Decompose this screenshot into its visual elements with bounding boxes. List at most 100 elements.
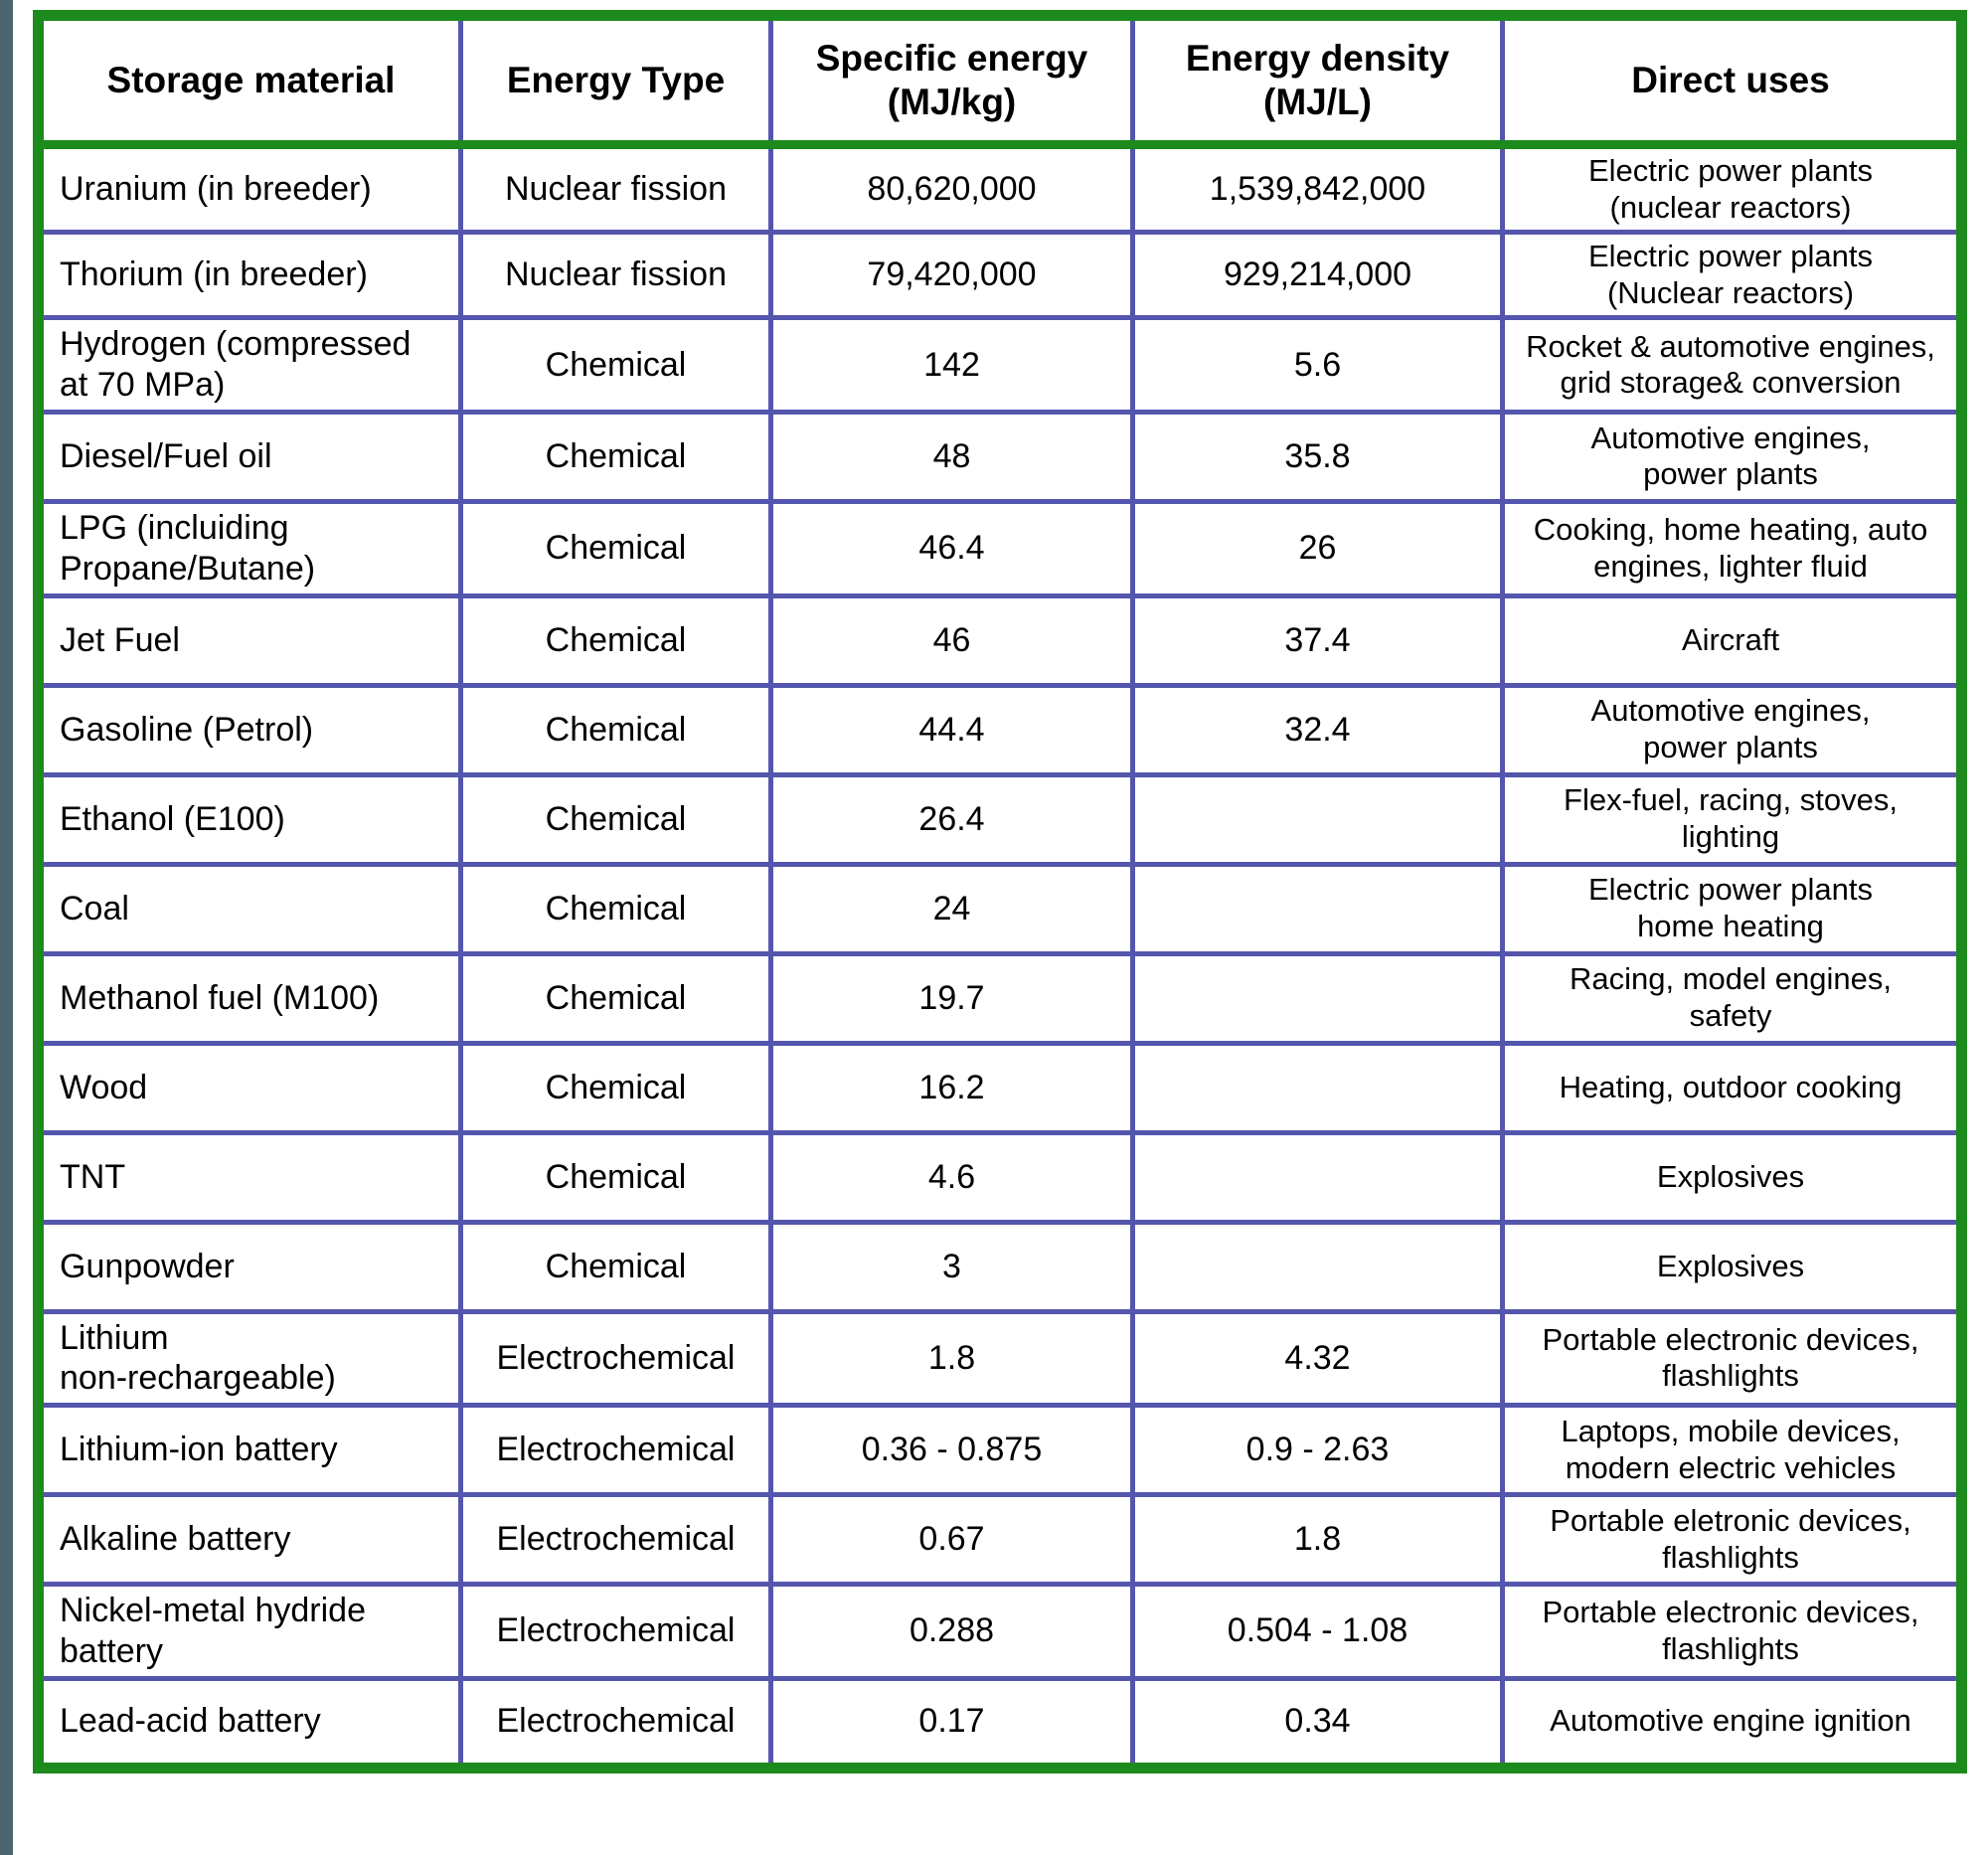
cell-direct-uses: Automotive engine ignition bbox=[1500, 1675, 1964, 1771]
cell-energy-type: Chemical bbox=[458, 861, 773, 956]
cell-energy-type: Chemical bbox=[458, 1040, 773, 1135]
cell-storage-material: Thorium (in breeder) bbox=[36, 230, 463, 321]
cell-energy-density: 32.4 bbox=[1130, 682, 1505, 777]
cell-energy-type: Electrochemical bbox=[458, 1492, 773, 1588]
cell-specific-energy: 0.17 bbox=[768, 1675, 1135, 1771]
cell-direct-uses: Laptops, mobile devices, modern electric… bbox=[1500, 1403, 1964, 1498]
cell-energy-density: 0.504 - 1.08 bbox=[1130, 1582, 1505, 1681]
table-row-lithium-ion: Lithium-ion battery Electrochemical 0.36… bbox=[36, 1403, 1964, 1498]
cell-energy-density: 37.4 bbox=[1130, 592, 1505, 688]
table-row-diesel: Diesel/Fuel oil Chemical 48 35.8 Automot… bbox=[36, 409, 1964, 504]
cell-storage-material: Nickel-metal hydride battery bbox=[36, 1582, 463, 1681]
cell-energy-type: Chemical bbox=[458, 950, 773, 1046]
cell-direct-uses: Portable electronic devices, flashlights bbox=[1500, 1308, 1964, 1409]
cell-energy-density: 0.9 - 2.63 bbox=[1130, 1403, 1505, 1498]
energy-storage-table: Storage material Energy Type Specific en… bbox=[33, 10, 1967, 1773]
cell-direct-uses: Automotive engines, power plants bbox=[1500, 682, 1964, 777]
header-row: Storage material Energy Type Specific en… bbox=[36, 13, 1964, 149]
cell-energy-type: Chemical bbox=[458, 409, 773, 504]
col-header-specific-energy: Specific energy (MJ/kg) bbox=[768, 13, 1135, 149]
cell-energy-type: Nuclear fission bbox=[458, 141, 773, 236]
table-row-gasoline: Gasoline (Petrol) Chemical 44.4 32.4 Aut… bbox=[36, 682, 1964, 777]
table-row-lead-acid: Lead-acid battery Electrochemical 0.17 0… bbox=[36, 1675, 1964, 1771]
cell-specific-energy: 19.7 bbox=[768, 950, 1135, 1046]
cell-specific-energy: 16.2 bbox=[768, 1040, 1135, 1135]
cell-storage-material: Jet Fuel bbox=[36, 592, 463, 688]
table-row-thorium: Thorium (in breeder) Nuclear fission 79,… bbox=[36, 230, 1964, 321]
cell-direct-uses: Automotive engines, power plants bbox=[1500, 409, 1964, 504]
cell-specific-energy: 48 bbox=[768, 409, 1135, 504]
cell-energy-type: Electrochemical bbox=[458, 1308, 773, 1409]
cell-specific-energy: 0.288 bbox=[768, 1582, 1135, 1681]
cell-specific-energy: 80,620,000 bbox=[768, 141, 1135, 236]
table-row-lithium-non-rechargeable: Lithium non-rechargeable) Electrochemica… bbox=[36, 1308, 1964, 1409]
cell-storage-material: Wood bbox=[36, 1040, 463, 1135]
cell-direct-uses: Aircraft bbox=[1500, 592, 1964, 688]
cell-specific-energy: 1.8 bbox=[768, 1308, 1135, 1409]
cell-specific-energy: 0.36 - 0.875 bbox=[768, 1403, 1135, 1498]
cell-direct-uses: Explosives bbox=[1500, 1219, 1964, 1314]
cell-specific-energy: 0.67 bbox=[768, 1492, 1135, 1588]
cell-energy-type: Electrochemical bbox=[458, 1403, 773, 1498]
cell-energy-density: 4.32 bbox=[1130, 1308, 1505, 1409]
cell-energy-type: Electrochemical bbox=[458, 1675, 773, 1771]
cell-specific-energy: 26.4 bbox=[768, 771, 1135, 867]
table-row-alkaline: Alkaline battery Electrochemical 0.67 1.… bbox=[36, 1492, 1964, 1588]
cell-direct-uses: Electric power plants (Nuclear reactors) bbox=[1500, 230, 1964, 321]
cell-storage-material: Hydrogen (compressed at 70 MPa) bbox=[36, 315, 463, 415]
cell-storage-material: Diesel/Fuel oil bbox=[36, 409, 463, 504]
table-row-tnt: TNT Chemical 4.6 Explosives bbox=[36, 1129, 1964, 1225]
cell-energy-density: 5.6 bbox=[1130, 315, 1505, 415]
cell-specific-energy: 46 bbox=[768, 592, 1135, 688]
cell-direct-uses: Explosives bbox=[1500, 1129, 1964, 1225]
col-header-storage-material: Storage material bbox=[36, 13, 463, 149]
cell-storage-material: Lithium-ion battery bbox=[36, 1403, 463, 1498]
col-header-direct-uses: Direct uses bbox=[1500, 13, 1964, 149]
cell-direct-uses: Electric power plants home heating bbox=[1500, 861, 1964, 956]
cell-energy-type: Chemical bbox=[458, 771, 773, 867]
cell-specific-energy: 24 bbox=[768, 861, 1135, 956]
table-row-methanol: Methanol fuel (M100) Chemical 19.7 Racin… bbox=[36, 950, 1964, 1046]
cell-energy-density bbox=[1130, 1219, 1505, 1314]
col-header-energy-density: Energy density (MJ/L) bbox=[1130, 13, 1505, 149]
table-row-coal: Coal Chemical 24 Electric power plants h… bbox=[36, 861, 1964, 956]
cell-energy-density bbox=[1130, 1129, 1505, 1225]
cell-direct-uses: Racing, model engines, safety bbox=[1500, 950, 1964, 1046]
cell-energy-density: 1.8 bbox=[1130, 1492, 1505, 1588]
table-row-uranium: Uranium (in breeder) Nuclear fission 80,… bbox=[36, 141, 1964, 236]
cell-energy-type: Electrochemical bbox=[458, 1582, 773, 1681]
table-row-wood: Wood Chemical 16.2 Heating, outdoor cook… bbox=[36, 1040, 1964, 1135]
cell-energy-type: Chemical bbox=[458, 592, 773, 688]
cell-specific-energy: 44.4 bbox=[768, 682, 1135, 777]
cell-specific-energy: 3 bbox=[768, 1219, 1135, 1314]
cell-energy-density bbox=[1130, 1040, 1505, 1135]
cell-energy-type: Chemical bbox=[458, 315, 773, 415]
cell-direct-uses: Flex-fuel, racing, stoves, lighting bbox=[1500, 771, 1964, 867]
cell-storage-material: Lead-acid battery bbox=[36, 1675, 463, 1771]
cell-energy-density: 1,539,842,000 bbox=[1130, 141, 1505, 236]
cell-specific-energy: 46.4 bbox=[768, 498, 1135, 598]
cell-direct-uses: Portable electronic devices, flashlights bbox=[1500, 1582, 1964, 1681]
cell-energy-density: 0.34 bbox=[1130, 1675, 1505, 1771]
cell-energy-type: Chemical bbox=[458, 682, 773, 777]
cell-direct-uses: Heating, outdoor cooking bbox=[1500, 1040, 1964, 1135]
cell-energy-density: 929,214,000 bbox=[1130, 230, 1505, 321]
cell-energy-type: Chemical bbox=[458, 1129, 773, 1225]
cell-energy-type: Chemical bbox=[458, 1219, 773, 1314]
cell-specific-energy: 142 bbox=[768, 315, 1135, 415]
cell-direct-uses: Portable eletronic devices, flashlights bbox=[1500, 1492, 1964, 1588]
col-header-energy-type: Energy Type bbox=[458, 13, 773, 149]
cell-energy-density: 35.8 bbox=[1130, 409, 1505, 504]
cell-storage-material: TNT bbox=[36, 1129, 463, 1225]
cell-storage-material: Lithium non-rechargeable) bbox=[36, 1308, 463, 1409]
cell-energy-density bbox=[1130, 950, 1505, 1046]
cell-specific-energy: 79,420,000 bbox=[768, 230, 1135, 321]
cell-energy-density bbox=[1130, 771, 1505, 867]
cell-energy-type: Nuclear fission bbox=[458, 230, 773, 321]
cell-direct-uses: Electric power plants (nuclear reactors) bbox=[1500, 141, 1964, 236]
cell-energy-density bbox=[1130, 861, 1505, 956]
cell-storage-material: Gunpowder bbox=[36, 1219, 463, 1314]
table-row-lpg: LPG (incluiding Propane/Butane) Chemical… bbox=[36, 498, 1964, 598]
cell-storage-material: Ethanol (E100) bbox=[36, 771, 463, 867]
cell-specific-energy: 4.6 bbox=[768, 1129, 1135, 1225]
